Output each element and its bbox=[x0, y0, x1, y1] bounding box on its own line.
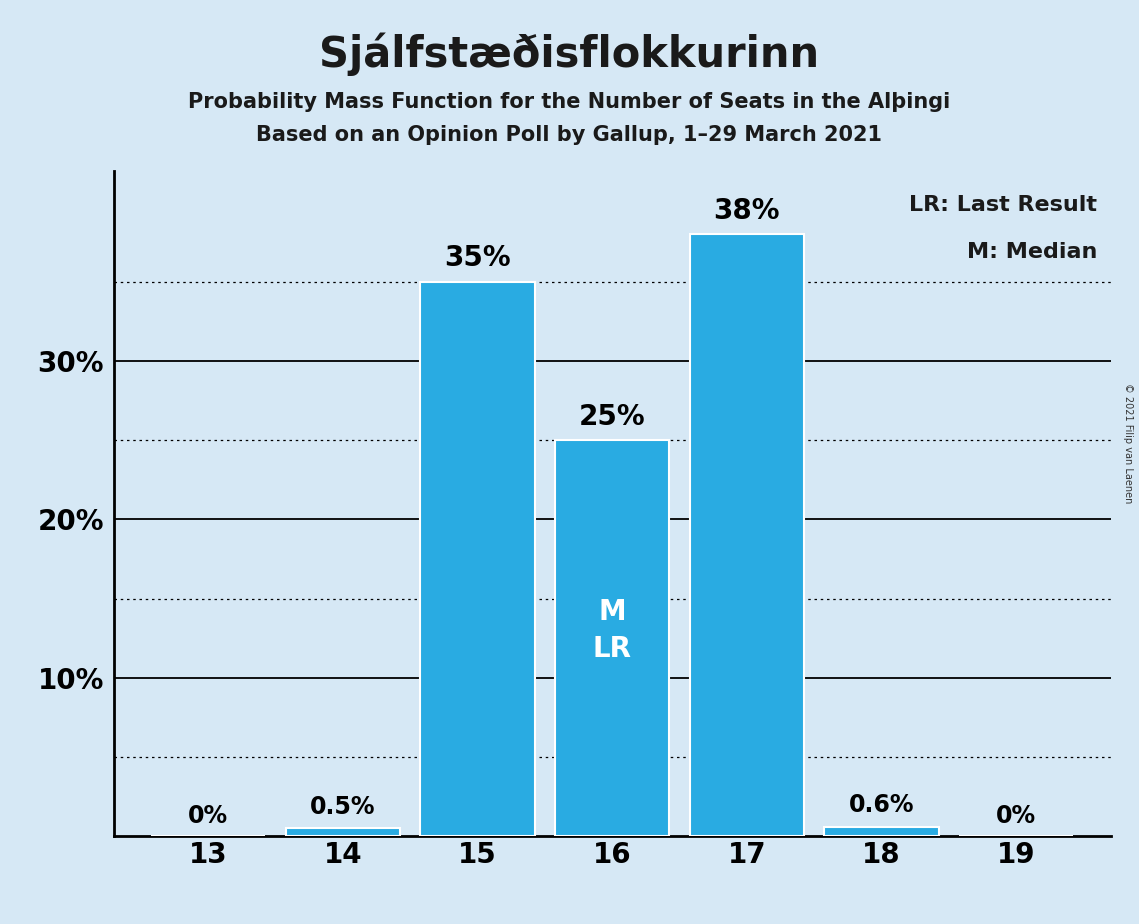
Text: Probability Mass Function for the Number of Seats in the Alþingi: Probability Mass Function for the Number… bbox=[188, 92, 951, 113]
Text: 38%: 38% bbox=[714, 197, 780, 225]
Text: Based on an Opinion Poll by Gallup, 1–29 March 2021: Based on an Opinion Poll by Gallup, 1–29… bbox=[256, 125, 883, 145]
Text: © 2021 Filip van Laenen: © 2021 Filip van Laenen bbox=[1123, 383, 1132, 504]
Text: LR: Last Result: LR: Last Result bbox=[909, 195, 1097, 214]
Bar bbox=[555, 440, 670, 836]
Text: 35%: 35% bbox=[444, 244, 511, 273]
Text: 0%: 0% bbox=[997, 804, 1036, 828]
Bar bbox=[286, 828, 400, 836]
Text: 0%: 0% bbox=[188, 804, 228, 828]
Bar bbox=[420, 282, 535, 836]
Bar bbox=[689, 235, 804, 836]
Text: Sjálfstæðisflokkurinn: Sjálfstæðisflokkurinn bbox=[319, 32, 820, 76]
Text: M: Median: M: Median bbox=[967, 242, 1097, 262]
Text: 25%: 25% bbox=[579, 403, 646, 431]
Bar bbox=[825, 827, 939, 836]
Text: 0.5%: 0.5% bbox=[310, 795, 376, 819]
Text: 0.6%: 0.6% bbox=[849, 793, 915, 817]
Text: M
LR: M LR bbox=[592, 598, 632, 663]
